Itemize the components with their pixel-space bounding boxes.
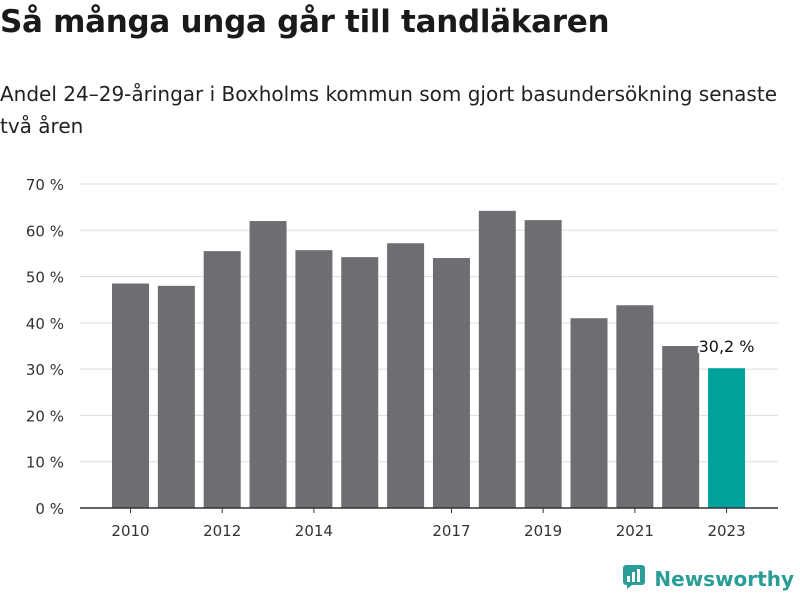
y-tick-label: 70 % — [26, 176, 64, 194]
y-tick-label: 50 % — [26, 269, 64, 287]
bar-2011 — [157, 285, 195, 508]
bar-2017 — [432, 258, 470, 508]
x-tick-label: 2014 — [295, 522, 333, 540]
y-tick-label: 0 % — [35, 500, 64, 518]
bar-2022 — [662, 346, 700, 508]
y-tick-label: 60 % — [26, 222, 64, 240]
x-tick-label: 2021 — [616, 522, 654, 540]
bar-2018 — [478, 210, 516, 509]
bar-2014 — [295, 250, 333, 508]
bar-2015 — [341, 257, 379, 508]
bar-2016 — [387, 243, 425, 508]
x-tick-label: 2017 — [432, 522, 470, 540]
x-tick-label: 2019 — [524, 522, 562, 540]
x-tick-label: 2010 — [111, 522, 149, 540]
bar-2020 — [570, 318, 608, 508]
y-tick-label: 10 % — [26, 454, 64, 472]
newsworthy-logo-icon — [622, 564, 648, 594]
brand-logo: Newsworthy — [622, 564, 794, 594]
bar-2021 — [616, 305, 654, 508]
bar-2012 — [203, 251, 241, 508]
y-tick-label: 20 % — [26, 407, 64, 425]
y-tick-label: 30 % — [26, 361, 64, 379]
bar-2010 — [112, 283, 149, 508]
data-label-highlight: 30,2 % — [699, 337, 755, 356]
bar-2019 — [524, 220, 562, 509]
chart-subtitle: Andel 24–29-åringar i Boxholms kommun so… — [0, 82, 778, 138]
x-tick-label: 2012 — [203, 522, 241, 540]
y-tick-label: 40 % — [26, 315, 64, 333]
bar-2013 — [249, 221, 287, 508]
chart-title: Så många unga går till tandläkaren — [0, 4, 610, 40]
brand-name: Newsworthy — [654, 567, 794, 591]
bar-2023 — [708, 368, 746, 508]
x-tick-label: 2023 — [707, 522, 745, 540]
